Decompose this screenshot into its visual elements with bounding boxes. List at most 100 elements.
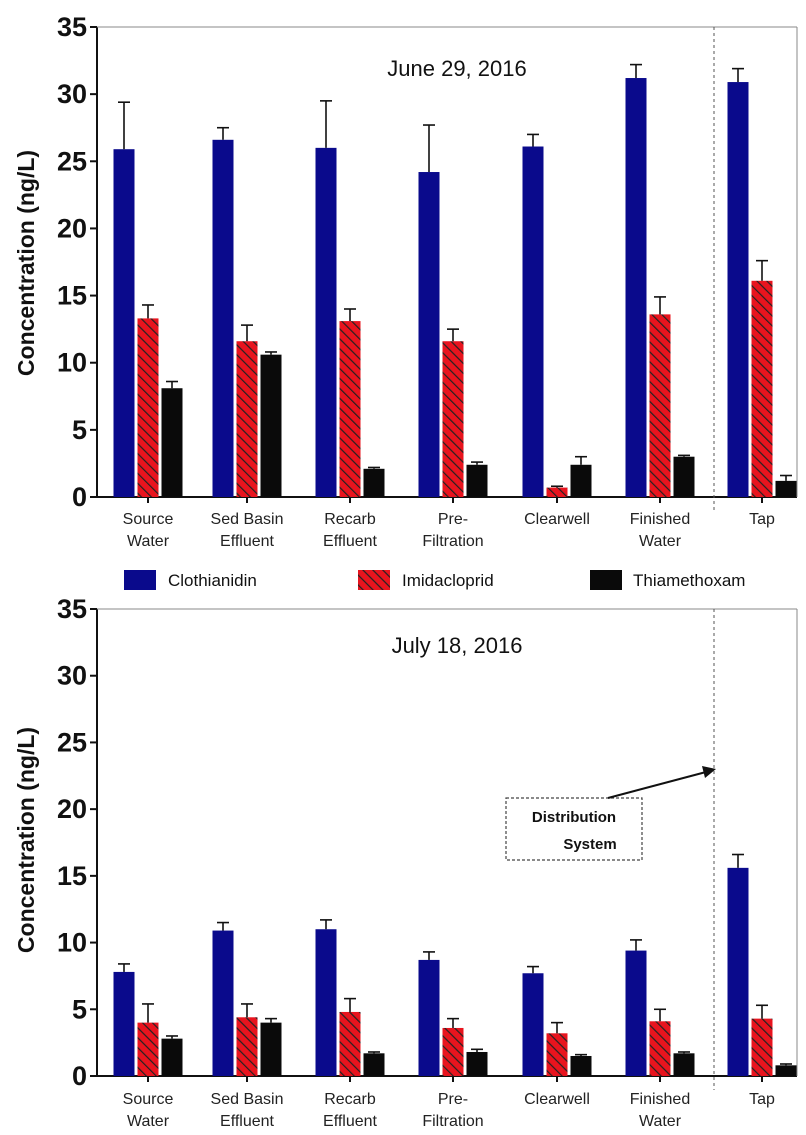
bar-imidacloprid <box>137 318 159 497</box>
x-tick-label: Water <box>639 533 682 550</box>
annotation-arrow <box>607 771 707 799</box>
y-tick-label: 35 <box>57 594 87 624</box>
bar-thiamethoxam <box>260 1022 282 1076</box>
bar-imidacloprid <box>339 1011 361 1076</box>
x-tick-label: Finished <box>630 511 690 528</box>
bar-thiamethoxam <box>673 1053 695 1076</box>
bar-thiamethoxam <box>161 1038 183 1076</box>
bar-clothianidin <box>315 147 337 497</box>
bar-clothianidin <box>727 867 749 1076</box>
x-tick-label: Filtration <box>422 1113 483 1130</box>
bar-clothianidin <box>418 959 440 1076</box>
x-tick-label: Tap <box>749 1091 775 1108</box>
bar-clothianidin <box>522 973 544 1076</box>
x-tick-label: Source <box>123 511 174 528</box>
y-tick-label: 10 <box>57 348 87 378</box>
x-tick-label: Source <box>123 1091 174 1108</box>
x-tick-label: Clearwell <box>524 511 590 528</box>
x-tick-label: Finished <box>630 1091 690 1108</box>
bar-thiamethoxam <box>775 480 797 497</box>
legend-swatch-clothianidin <box>124 570 156 590</box>
y-tick-label: 20 <box>57 213 87 243</box>
bar-thiamethoxam <box>466 464 488 497</box>
bar-imidacloprid <box>236 1017 258 1076</box>
x-tick-label: Sed Basin <box>211 1091 284 1108</box>
chart-july-18: July 18, 2016 Concentration (ng/L) 0 5 10 1… <box>13 594 798 1130</box>
bar-clothianidin <box>212 930 234 1076</box>
y-tick-label: 15 <box>57 861 87 891</box>
chart-title: June 29, 2016 <box>387 56 526 81</box>
x-tick-label: Water <box>127 1113 170 1130</box>
bar-clothianidin <box>625 78 647 498</box>
x-tick-label: Tap <box>749 511 775 528</box>
annotation-box <box>505 797 643 861</box>
y-tick-label: 0 <box>72 1061 87 1091</box>
bar-clothianidin <box>212 139 234 498</box>
y-axis-label: Concentration (ng/L) <box>13 727 39 953</box>
x-tick-label: Effluent <box>220 1113 275 1130</box>
y-tick-label: 25 <box>57 146 87 176</box>
y-tick-label: 5 <box>72 994 87 1024</box>
bar-imidacloprid <box>751 1018 773 1076</box>
bar-imidacloprid <box>649 1021 671 1076</box>
y-tick-label: 0 <box>72 482 87 512</box>
bar-thiamethoxam <box>570 464 592 497</box>
legend: Clothianidin Imidacloprid Thiamethoxam <box>124 570 745 590</box>
y-tick-label: 10 <box>57 928 87 958</box>
bar-clothianidin <box>727 82 749 498</box>
bar-imidacloprid <box>137 1022 159 1076</box>
bar-clothianidin <box>625 950 647 1076</box>
y-tick-label: 35 <box>57 12 87 42</box>
bar-thiamethoxam <box>570 1055 592 1076</box>
bar-imidacloprid <box>339 321 361 497</box>
x-tick-label: Water <box>639 1113 682 1130</box>
annotation-arrowhead <box>702 766 716 778</box>
x-tick-label: Recarb <box>324 511 376 528</box>
bar-thiamethoxam <box>260 354 282 497</box>
bar-clothianidin <box>522 146 544 497</box>
chart-title: July 18, 2016 <box>392 633 523 658</box>
y-tick-label: 15 <box>57 281 87 311</box>
bar-thiamethoxam <box>673 456 695 497</box>
y-tick-label: 5 <box>72 415 87 445</box>
bar-imidacloprid <box>442 1027 464 1076</box>
bar-imidacloprid <box>546 1033 568 1076</box>
x-tick-label: Water <box>127 533 170 550</box>
y-tick-label: 25 <box>57 727 87 757</box>
bar-clothianidin <box>418 172 440 497</box>
x-tick-label: Sed Basin <box>211 511 284 528</box>
y-tick-label: 30 <box>57 661 87 691</box>
bar-thiamethoxam <box>161 388 183 497</box>
annotation-line-1: Distribution <box>532 809 616 826</box>
legend-swatch-imidacloprid <box>358 570 390 590</box>
bar-imidacloprid <box>546 487 568 497</box>
bar-thiamethoxam <box>363 1053 385 1076</box>
y-axis-label: Concentration (ng/L) <box>13 150 39 376</box>
x-tick-label: Pre- <box>438 1091 468 1108</box>
legend-label-imidacloprid: Imidacloprid <box>402 571 494 590</box>
x-tick-label: Filtration <box>422 533 483 550</box>
legend-label-thiamethoxam: Thiamethoxam <box>633 571 745 590</box>
x-tick-label: Recarb <box>324 1091 376 1108</box>
legend-label-clothianidin: Clothianidin <box>168 571 257 590</box>
bar-imidacloprid <box>236 341 258 497</box>
bar-clothianidin <box>113 971 135 1076</box>
annotation-line-2: System <box>563 836 616 853</box>
annotation-distribution-system: Distribution System <box>505 766 716 861</box>
x-tick-label: Clearwell <box>524 1091 590 1108</box>
x-tick-label: Effluent <box>220 533 275 550</box>
y-tick-label: 30 <box>57 79 87 109</box>
bar-thiamethoxam <box>775 1065 797 1076</box>
legend-swatch-thiamethoxam <box>590 570 622 590</box>
x-tick-label: Effluent <box>323 1113 378 1130</box>
y-tick-label: 20 <box>57 794 87 824</box>
bar-thiamethoxam <box>363 468 385 497</box>
x-tick-label: Effluent <box>323 533 378 550</box>
bar-imidacloprid <box>751 280 773 497</box>
bar-imidacloprid <box>442 341 464 497</box>
bar-clothianidin <box>113 149 135 497</box>
bar-clothianidin <box>315 929 337 1076</box>
bar-imidacloprid <box>649 314 671 497</box>
bar-thiamethoxam <box>466 1051 488 1076</box>
